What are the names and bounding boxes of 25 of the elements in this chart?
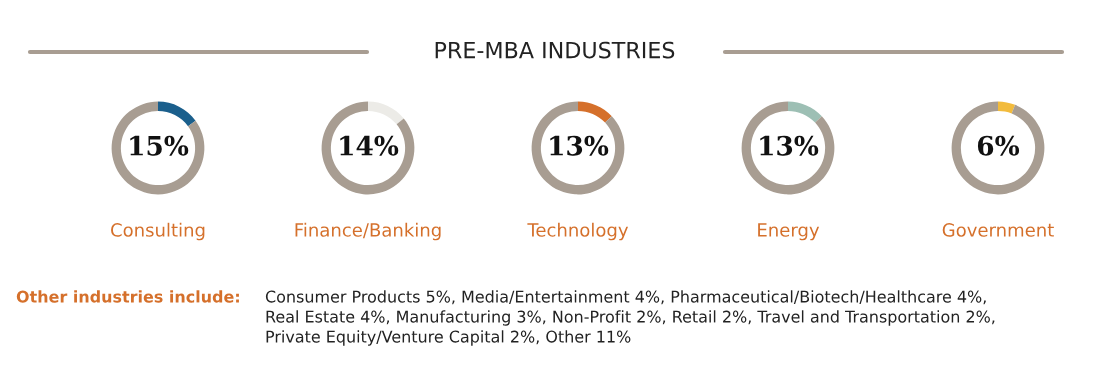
text: Energy xyxy=(758,223,820,241)
data-label: 15% xyxy=(130,135,189,156)
text: Other industries include: xyxy=(16,290,239,303)
donut-slice xyxy=(368,101,404,125)
text: Private Equity/Venture Capital 2%, Other 11% xyxy=(266,330,631,346)
donut-slice xyxy=(578,101,612,123)
donut-slice xyxy=(741,101,835,195)
data-label: 13% xyxy=(550,135,609,156)
donut-slice xyxy=(111,101,205,195)
donut-slice xyxy=(998,101,1016,114)
text: Technology xyxy=(527,222,629,241)
data-label: 6% xyxy=(977,135,1020,156)
text: Government xyxy=(942,223,1054,237)
text: PRE-MBA INDUSTRIES xyxy=(435,41,675,59)
data-label: 13% xyxy=(760,135,819,156)
donut-slice xyxy=(158,101,196,127)
text: Consumer Products 5%, Media/Entertainment 4%, Pharmaceutical/Biotech/Healthcare 4%, xyxy=(265,290,986,305)
donut-slice xyxy=(321,101,415,195)
text: Consulting xyxy=(111,222,205,241)
donut-slice xyxy=(531,101,625,195)
data-label: 14% xyxy=(340,135,399,156)
text: Finance/Banking xyxy=(295,222,441,241)
text: Real Estate 4%, Manufacturing 3%, Non-Profit 2%, Retail 2%, Travel and Transportation 2%, xyxy=(266,310,995,326)
donut-slice xyxy=(951,101,1045,195)
donut-slice xyxy=(788,101,822,123)
